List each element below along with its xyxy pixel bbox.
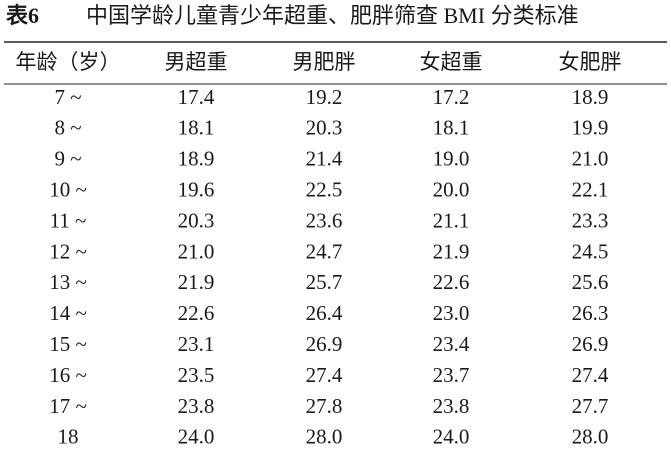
cell: 24.7 [306,239,343,263]
cell: 18.1 [178,116,215,140]
row-header: 17 ~ [49,394,87,418]
row-header: 12 ~ [49,239,87,263]
column-header: 年龄（岁） [16,50,121,74]
cell: 23.6 [306,208,343,232]
cell: 20.3 [306,116,343,140]
row-header: 14 ~ [49,301,87,325]
cell: 27.4 [572,363,609,387]
row-header: 11 ~ [50,208,87,232]
cell: 18.9 [572,85,609,109]
row-header: 8 ~ [54,116,81,140]
column-header: 男肥胖 [293,50,356,74]
cell: 25.6 [572,270,609,294]
column-header: 女肥胖 [559,50,622,74]
cell: 22.6 [178,301,215,325]
row-header: 13 ~ [49,270,87,294]
cell: 27.4 [306,363,343,387]
row-header: 10 ~ [49,178,87,202]
cell: 19.0 [433,147,470,171]
cell: 23.7 [433,363,470,387]
cell: 19.9 [572,116,609,140]
cell: 28.0 [572,425,609,449]
column-header: 男超重 [165,50,228,74]
cell: 27.8 [306,394,343,418]
row-header: 16 ~ [49,363,87,387]
cell: 23.4 [433,332,470,356]
cell: 21.4 [306,147,343,171]
cell: 19.6 [178,178,215,202]
cell: 21.0 [178,239,215,263]
cell: 23.0 [433,301,470,325]
row-header: 7 ~ [54,85,81,109]
cell: 20.0 [433,178,470,202]
cell: 21.9 [433,239,470,263]
cell: 27.7 [572,394,609,418]
cell: 26.9 [572,332,609,356]
cell: 18.9 [178,147,215,171]
cell: 22.1 [572,178,609,202]
cell: 26.4 [306,301,343,325]
cell: 28.0 [306,425,343,449]
table-title: 中国学龄儿童青少年超重、肥胖筛查 BMI 分类标准 [86,3,579,28]
cell: 24.0 [178,425,215,449]
table-label: 表6 [6,3,39,28]
cell: 23.3 [572,208,609,232]
row-header: 9 ~ [54,147,81,171]
cell: 25.7 [306,270,343,294]
row-header: 18 [58,425,79,449]
cell: 21.0 [572,147,609,171]
cell: 24.0 [433,425,470,449]
cell: 23.8 [178,394,215,418]
cell: 23.1 [178,332,215,356]
cell: 20.3 [178,208,215,232]
cell: 22.6 [433,270,470,294]
cell: 26.3 [572,301,609,325]
cell: 23.5 [178,363,215,387]
cell: 17.2 [433,85,470,109]
cell: 17.4 [178,85,215,109]
cell: 26.9 [306,332,343,356]
row-header: 15 ~ [49,332,87,356]
column-header: 女超重 [420,50,483,74]
cell: 22.5 [306,178,343,202]
cell: 24.5 [572,239,609,263]
cell: 19.2 [306,85,343,109]
cell: 21.9 [178,270,215,294]
cell: 23.8 [433,394,470,418]
cell: 21.1 [433,208,470,232]
cell: 18.1 [433,116,470,140]
